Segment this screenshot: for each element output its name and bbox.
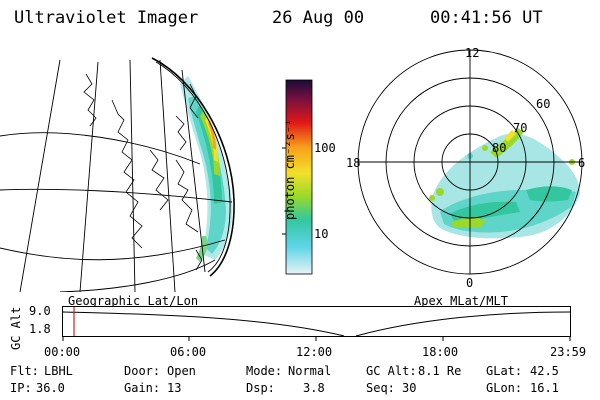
seq-label: Seq: xyxy=(366,381,395,395)
timeline-xtick-2359: 23:59 xyxy=(550,345,587,359)
dsp-value: 3.8 xyxy=(303,381,325,395)
colorbar xyxy=(282,79,313,275)
mode-label: Mode: xyxy=(246,364,283,378)
right-panel-title: Apex MLat/MLT xyxy=(414,294,508,308)
ip-label: IP: xyxy=(10,381,32,395)
mlt-label-6: 6 xyxy=(578,156,586,170)
aurora-polar xyxy=(429,128,580,239)
lat-label-80: 80 xyxy=(492,141,507,155)
glat-value: 42.5 xyxy=(530,364,559,378)
lat-label-70: 70 xyxy=(513,121,528,135)
glon-label: GLon: xyxy=(486,381,523,395)
timeline-ytick-high: 9.0 xyxy=(29,304,51,318)
colorbar-label: photon cm⁻²s⁻¹ xyxy=(283,118,297,220)
mlt-label-12: 12 xyxy=(465,46,480,60)
timeline-xtick-0000: 00:00 xyxy=(44,345,81,359)
glon-value: 16.1 xyxy=(530,381,559,395)
door-value: Open xyxy=(167,364,196,378)
instrument-title: Ultraviolet Imager xyxy=(14,8,199,28)
flt-label: Flt: xyxy=(10,364,39,378)
date-label: 26 Aug 00 xyxy=(272,8,365,28)
ip-value: 36.0 xyxy=(36,381,65,395)
time-label: 00:41:56 UT xyxy=(430,8,543,28)
gcalt-value: 8.1 Re xyxy=(418,364,462,378)
altitude-timeline xyxy=(62,306,571,341)
dsp-label: Dsp: xyxy=(246,381,275,395)
gain-label: Gain: xyxy=(124,381,161,395)
timeline-xtick-1200: 12:00 xyxy=(296,345,333,359)
glat-label: GLat: xyxy=(486,364,523,378)
timeline-ytick-low: 1.8 xyxy=(29,322,51,336)
timeline-xtick-1800: 18:00 xyxy=(422,345,459,359)
seq-value: 30 xyxy=(402,381,417,395)
earth-limb xyxy=(151,57,235,277)
aurora-geographic xyxy=(180,76,233,262)
longitude-lines xyxy=(19,59,206,292)
timeline-xtick-0600: 06:00 xyxy=(170,345,207,359)
polar-plot xyxy=(357,49,583,275)
polar-grid-axes xyxy=(358,50,582,274)
flt-value: LBHL xyxy=(44,364,73,378)
mlt-label-18: 18 xyxy=(346,156,361,170)
door-label: Door: xyxy=(124,364,161,378)
coastlines xyxy=(83,73,203,271)
left-panel-title: Geographic Lat/Lon xyxy=(68,294,199,308)
mlt-label-0: 0 xyxy=(466,276,474,290)
colorbar-tick-100: 100 xyxy=(314,141,336,155)
mode-value: Normal xyxy=(288,364,332,378)
latitude-lines xyxy=(0,132,233,292)
geographic-map xyxy=(0,57,235,292)
gcalt-label: GC Alt: xyxy=(366,364,417,378)
lat-label-60: 60 xyxy=(536,97,551,111)
gain-value: 13 xyxy=(167,381,182,395)
colorbar-tick-10: 10 xyxy=(314,227,329,241)
timeline-ylabel: GC Alt xyxy=(9,306,23,350)
